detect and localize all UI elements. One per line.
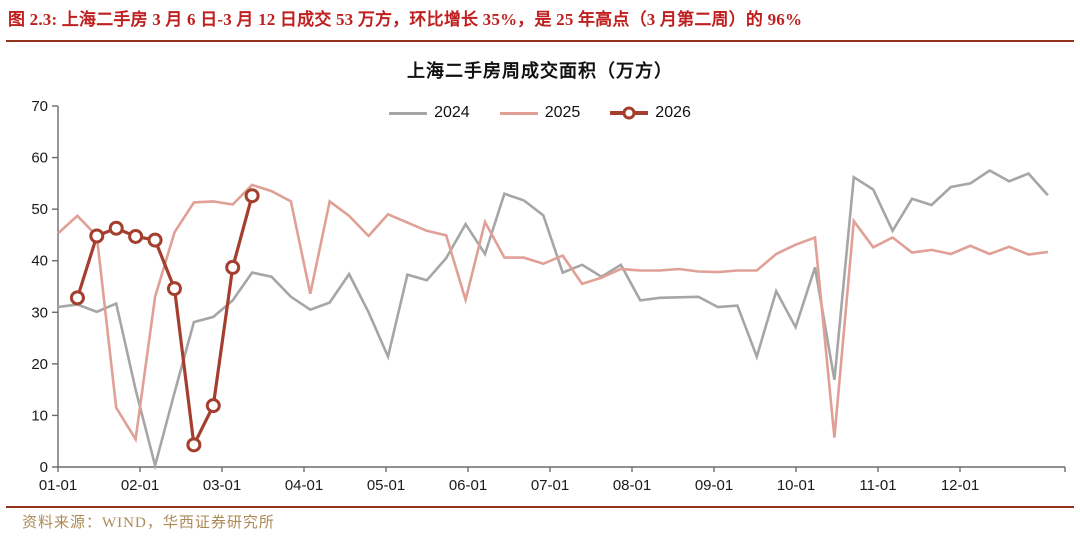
legend-label-2024: 2024 [434, 104, 470, 121]
x-axis-label: 11-01 [859, 477, 896, 494]
x-axis-label: 08-01 [613, 477, 651, 494]
data-point-marker-2026 [186, 437, 202, 453]
data-point-marker-2026 [205, 398, 221, 414]
data-point-marker-2026 [89, 228, 105, 244]
y-axis-label: 60 [31, 150, 48, 167]
x-axis-label: 12-01 [941, 477, 979, 494]
legend-item-2026: 2026 [610, 104, 691, 122]
chart-title: 上海二手房周成交面积（万方） [407, 61, 673, 81]
legend-circle-marker-icon [622, 106, 636, 120]
y-axis-label: 0 [40, 459, 48, 476]
y-axis-label: 50 [31, 201, 48, 218]
series-line-2024 [57, 168, 1049, 471]
data-point-marker-2026 [147, 232, 163, 248]
x-axis-label: 03-01 [203, 477, 241, 494]
x-axis-label: 06-01 [449, 477, 487, 494]
y-axis-label: 40 [31, 253, 48, 270]
y-axis-label: 20 [31, 356, 48, 373]
x-axis-label: 02-01 [121, 477, 159, 494]
x-axis-label: 04-01 [285, 477, 323, 494]
data-point-marker-2026 [128, 228, 144, 244]
legend-line-2024-icon [389, 111, 428, 115]
y-axis-label: 30 [31, 304, 48, 321]
legend-label-2026: 2026 [655, 104, 691, 121]
legend-item-2025: 2025 [499, 104, 581, 122]
x-axis-label: 10-01 [777, 477, 815, 494]
y-axis-label: 70 [31, 98, 48, 115]
data-point-marker-2026 [108, 220, 124, 236]
series-line-2025 [57, 183, 1049, 443]
data-source-note: 资料来源：WIND，华西证券研究所 [22, 515, 275, 531]
data-point-marker-2026 [166, 281, 182, 297]
x-axis-label: 07-01 [531, 477, 569, 494]
title-divider-line [6, 40, 1074, 42]
data-point-marker-2026 [225, 259, 241, 275]
page-title: 图 2.3: 上海二手房 3 月 6 日-3 月 12 日成交 53 万方，环比… [8, 10, 803, 29]
x-axis-label: 09-01 [695, 477, 733, 494]
chart-legend: 2024 2025 2026 [0, 104, 1080, 122]
footer-divider-line [6, 506, 1074, 508]
legend-label-2025: 2025 [544, 104, 581, 121]
legend-line-2025-icon [499, 111, 538, 115]
x-axis-label: 05-01 [367, 477, 405, 494]
legend-item-2024: 2024 [389, 104, 470, 122]
x-axis-label: 01-01 [39, 477, 77, 494]
y-axis-label: 10 [31, 407, 48, 424]
legend-line-2026-icon [610, 106, 649, 120]
data-point-marker-2026 [69, 290, 85, 306]
series-line-2026 [75, 195, 254, 451]
data-point-marker-2026 [244, 188, 260, 204]
